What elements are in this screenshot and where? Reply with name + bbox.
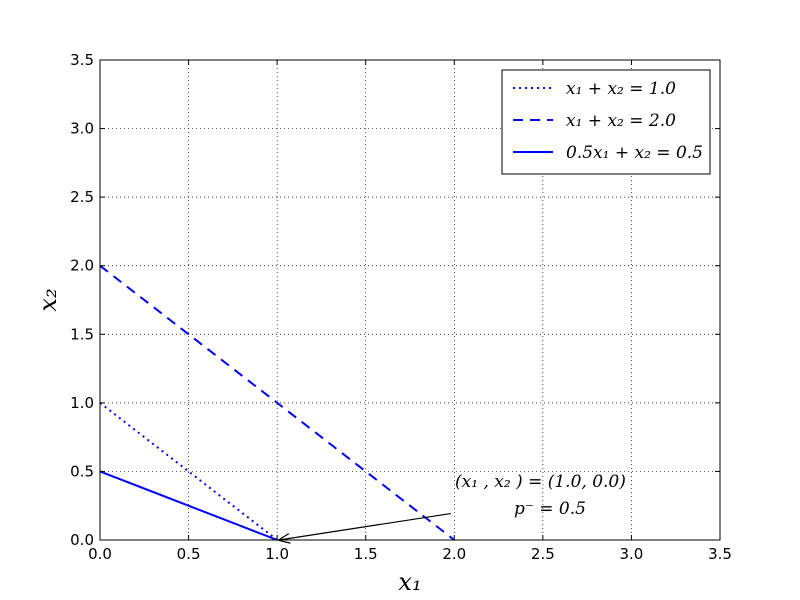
legend-frame bbox=[501, 69, 711, 175]
series-line-1 bbox=[99, 264, 455, 541]
legend-label-2: 0.5x₁ + x₂ = 0.5 bbox=[566, 143, 703, 163]
legend-label-1: x₁ + x₂ = 2.0 bbox=[566, 111, 676, 131]
series-line-0 bbox=[99, 402, 278, 541]
x-tick-label-6: 3.0 bbox=[619, 545, 643, 563]
annotation-text-line1: (x₁ , x₂ ) = (1.0, 0.0) bbox=[455, 472, 626, 492]
y-tick-label-3: 1.5 bbox=[70, 325, 94, 343]
y-tick-label-0: 0.0 bbox=[70, 531, 94, 549]
y-axis-label: x₂ bbox=[34, 288, 62, 311]
series-line-2 bbox=[99, 470, 278, 541]
x-tick-label-2: 1.0 bbox=[265, 545, 289, 563]
x-axis-label: x₁ bbox=[398, 568, 421, 596]
x-tick-label-3: 1.5 bbox=[354, 545, 378, 563]
legend-label-0: x₁ + x₂ = 1.0 bbox=[566, 79, 676, 99]
y-tick-label-2: 1.0 bbox=[70, 394, 94, 412]
y-tick-label-4: 2.0 bbox=[70, 257, 94, 275]
plot-frame bbox=[99, 59, 721, 541]
x-tick-label-1: 0.5 bbox=[177, 545, 201, 563]
annotation-text-line2: p⁻ = 0.5 bbox=[514, 499, 586, 519]
axis-ticks: 0.0 0.5 1.0 1.5 2.0 2.5 3.0 3.5 0.0 0.5 1.0 1.5 2.0 2… bbox=[70, 51, 732, 563]
y-tick-label-5: 2.5 bbox=[70, 188, 94, 206]
x-tick-label-5: 2.5 bbox=[531, 545, 555, 563]
series-lines bbox=[99, 264, 455, 541]
x-tick-label-4: 2.0 bbox=[442, 545, 466, 563]
x-tick-label-0: 0.0 bbox=[88, 545, 112, 563]
annotation: (x₁ , x₂ ) = (1.0, 0.0) p⁻ = 0.5 bbox=[279, 472, 626, 540]
y-tick-label-6: 3.0 bbox=[70, 120, 94, 138]
y-tick-label-1: 0.5 bbox=[70, 462, 94, 480]
legend: x₁ + x₂ = 1.0 x₁ + x₂ = 2.0 0.5x₁ + x₂ = 0… bbox=[501, 69, 711, 175]
x-tick-label-7: 3.5 bbox=[708, 545, 732, 563]
annotation-arrow bbox=[279, 512, 451, 540]
y-tick-label-7: 3.5 bbox=[70, 51, 94, 69]
